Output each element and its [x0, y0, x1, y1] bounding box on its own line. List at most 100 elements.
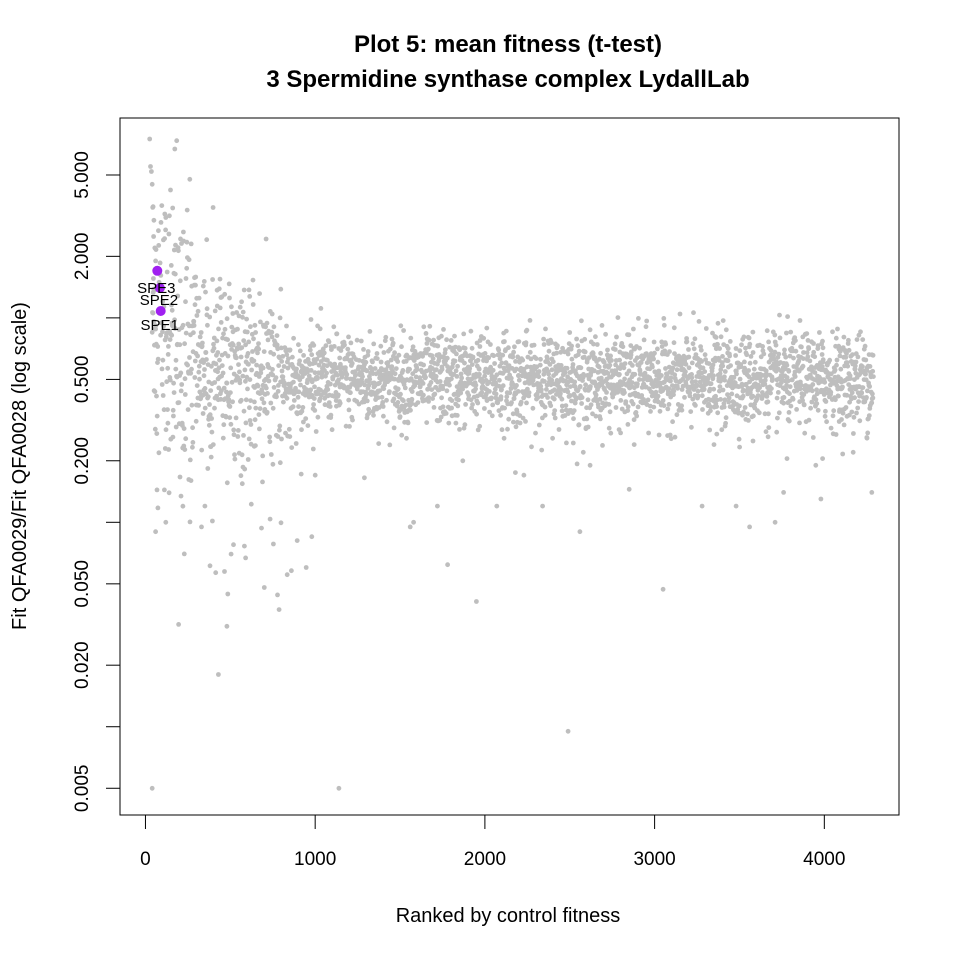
- data-point: [653, 389, 659, 395]
- data-point: [166, 231, 172, 237]
- data-point: [189, 366, 194, 372]
- data-point: [546, 371, 551, 377]
- data-point: [296, 389, 302, 395]
- data-point: [193, 418, 199, 424]
- data-point: [824, 419, 829, 425]
- data-point: [562, 370, 568, 375]
- data-point: [527, 318, 533, 323]
- data-point: [699, 393, 705, 399]
- data-point: [233, 415, 239, 421]
- data-point: [281, 364, 287, 369]
- data-point: [154, 393, 159, 399]
- data-point: [246, 339, 252, 345]
- data-point: [246, 287, 252, 293]
- data-point: [214, 338, 220, 344]
- data-point: [226, 281, 232, 287]
- data-point: [473, 386, 478, 392]
- data-point: [502, 405, 507, 411]
- data-point: [408, 335, 414, 341]
- data-point: [533, 430, 538, 436]
- data-point: [828, 425, 834, 431]
- data-point: [286, 356, 291, 362]
- data-point: [745, 411, 750, 417]
- data-point: [441, 327, 446, 332]
- data-point: [722, 369, 728, 374]
- data-point: [752, 359, 758, 365]
- data-point: [309, 352, 315, 358]
- data-point: [371, 412, 376, 418]
- data-point: [363, 359, 369, 365]
- data-point: [721, 404, 727, 410]
- data-point: [409, 389, 415, 394]
- data-point: [397, 414, 403, 419]
- data-point-outlier: [521, 472, 527, 478]
- data-point: [631, 326, 636, 332]
- data-point: [189, 402, 195, 408]
- data-point: [866, 413, 872, 418]
- data-point: [524, 364, 530, 370]
- data-point-outlier: [711, 442, 717, 447]
- data-point: [446, 420, 452, 426]
- data-point: [201, 360, 207, 365]
- data-point: [295, 394, 301, 400]
- data-point: [399, 432, 405, 438]
- data-point: [539, 447, 545, 453]
- data-point: [741, 334, 747, 340]
- data-point: [781, 395, 787, 400]
- data-point: [572, 379, 578, 385]
- data-point: [620, 344, 626, 350]
- data-point: [846, 337, 851, 343]
- data-point: [556, 427, 562, 432]
- data-point: [565, 389, 571, 395]
- data-point: [856, 399, 861, 404]
- data-point: [793, 348, 799, 354]
- data-point: [326, 339, 332, 345]
- data-point: [817, 330, 822, 335]
- data-point: [610, 372, 616, 378]
- data-point: [300, 405, 306, 410]
- data-point: [401, 328, 406, 333]
- data-point: [634, 355, 640, 361]
- data-point: [714, 397, 720, 403]
- data-point: [718, 334, 724, 340]
- data-point: [728, 363, 733, 368]
- data-point: [284, 323, 289, 329]
- data-point: [457, 347, 463, 353]
- data-point: [244, 316, 250, 322]
- data-point: [582, 354, 587, 360]
- data-point: [224, 380, 230, 386]
- data-point: [475, 400, 481, 406]
- data-point: [395, 400, 401, 405]
- data-point: [297, 348, 303, 354]
- data-point: [773, 342, 779, 348]
- data-point: [315, 376, 320, 381]
- data-point: [529, 444, 534, 450]
- data-point-outlier: [850, 449, 856, 455]
- data-point: [554, 350, 559, 356]
- data-point: [221, 422, 227, 428]
- data-point: [458, 390, 464, 396]
- data-point: [168, 263, 174, 268]
- y-tick-label: 0.500: [72, 356, 93, 404]
- data-point: [178, 388, 184, 394]
- data-point: [837, 353, 843, 359]
- data-point: [718, 367, 724, 373]
- data-point: [202, 405, 208, 411]
- data-point: [527, 349, 533, 355]
- data-point: [217, 276, 223, 282]
- data-point: [163, 227, 169, 233]
- data-point: [326, 400, 332, 405]
- data-point: [859, 390, 865, 396]
- data-point: [544, 387, 549, 392]
- data-point: [325, 357, 330, 363]
- data-point: [248, 501, 254, 507]
- data-point: [236, 362, 241, 367]
- data-point: [515, 389, 521, 394]
- data-point: [228, 365, 234, 371]
- data-point: [453, 368, 459, 374]
- data-point: [763, 429, 769, 435]
- data-point: [715, 410, 721, 416]
- data-point: [365, 352, 371, 358]
- data-point: [170, 434, 176, 440]
- data-point: [606, 402, 612, 407]
